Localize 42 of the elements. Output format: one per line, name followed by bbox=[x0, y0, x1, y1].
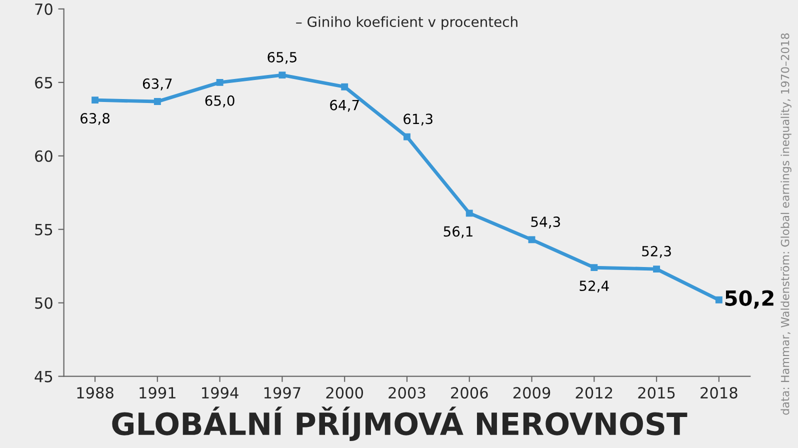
data-label: 54,3 bbox=[531, 216, 560, 228]
text: data: Hammar, Waldenström: Global earnings inequality, 1970–2018 bbox=[780, 33, 792, 415]
data-label: 50,2 bbox=[725, 290, 774, 309]
data-label: 65,0 bbox=[205, 95, 234, 108]
point bbox=[466, 210, 473, 217]
point bbox=[590, 264, 598, 272]
y-tick-label: 50 bbox=[35, 297, 52, 309]
x-tick-label: 2000 bbox=[326, 387, 364, 399]
x-tick-label: 2006 bbox=[451, 387, 488, 399]
x-tick-label: 2012 bbox=[576, 387, 612, 399]
y-tick-label: 55 bbox=[35, 224, 52, 236]
x-tick-label: 1991 bbox=[140, 387, 176, 399]
data-label: 63,8 bbox=[80, 113, 110, 125]
point bbox=[653, 266, 660, 273]
point bbox=[341, 83, 348, 90]
data-label: 63,7 bbox=[142, 78, 172, 90]
y-tick-label: 70 bbox=[35, 3, 52, 15]
x-tick-label: 2018 bbox=[700, 387, 738, 399]
y-tick-label: 60 bbox=[35, 150, 52, 162]
x-tick-label: 2015 bbox=[638, 387, 675, 399]
data-label: 65,5 bbox=[268, 52, 296, 64]
point bbox=[278, 72, 286, 79]
y-tick-label: 45 bbox=[34, 370, 52, 382]
point bbox=[216, 78, 224, 86]
text: – Giniho koeficient v procentech bbox=[296, 16, 518, 30]
point bbox=[715, 296, 722, 304]
x-tick-label: 2003 bbox=[388, 387, 426, 399]
data-label: 61,3 bbox=[404, 114, 432, 126]
x-tick-label: 2009 bbox=[513, 387, 550, 399]
point bbox=[92, 96, 99, 104]
point bbox=[528, 236, 536, 244]
data-label: 56,1 bbox=[444, 226, 472, 238]
data-label: 64,7 bbox=[330, 100, 359, 112]
x-tick-label: 1997 bbox=[264, 387, 300, 399]
data-label: 52,3 bbox=[642, 246, 671, 258]
point bbox=[154, 98, 161, 106]
point bbox=[404, 133, 410, 140]
text: GLOBÁLNÍ PŘÍJMOVÁ NEROVNOST bbox=[112, 406, 688, 442]
x-tick-label: 1994 bbox=[202, 387, 238, 399]
y-tick-label: 65 bbox=[35, 76, 52, 88]
data-label: 52,4 bbox=[580, 280, 609, 292]
x-tick-label: 1988 bbox=[77, 387, 114, 399]
